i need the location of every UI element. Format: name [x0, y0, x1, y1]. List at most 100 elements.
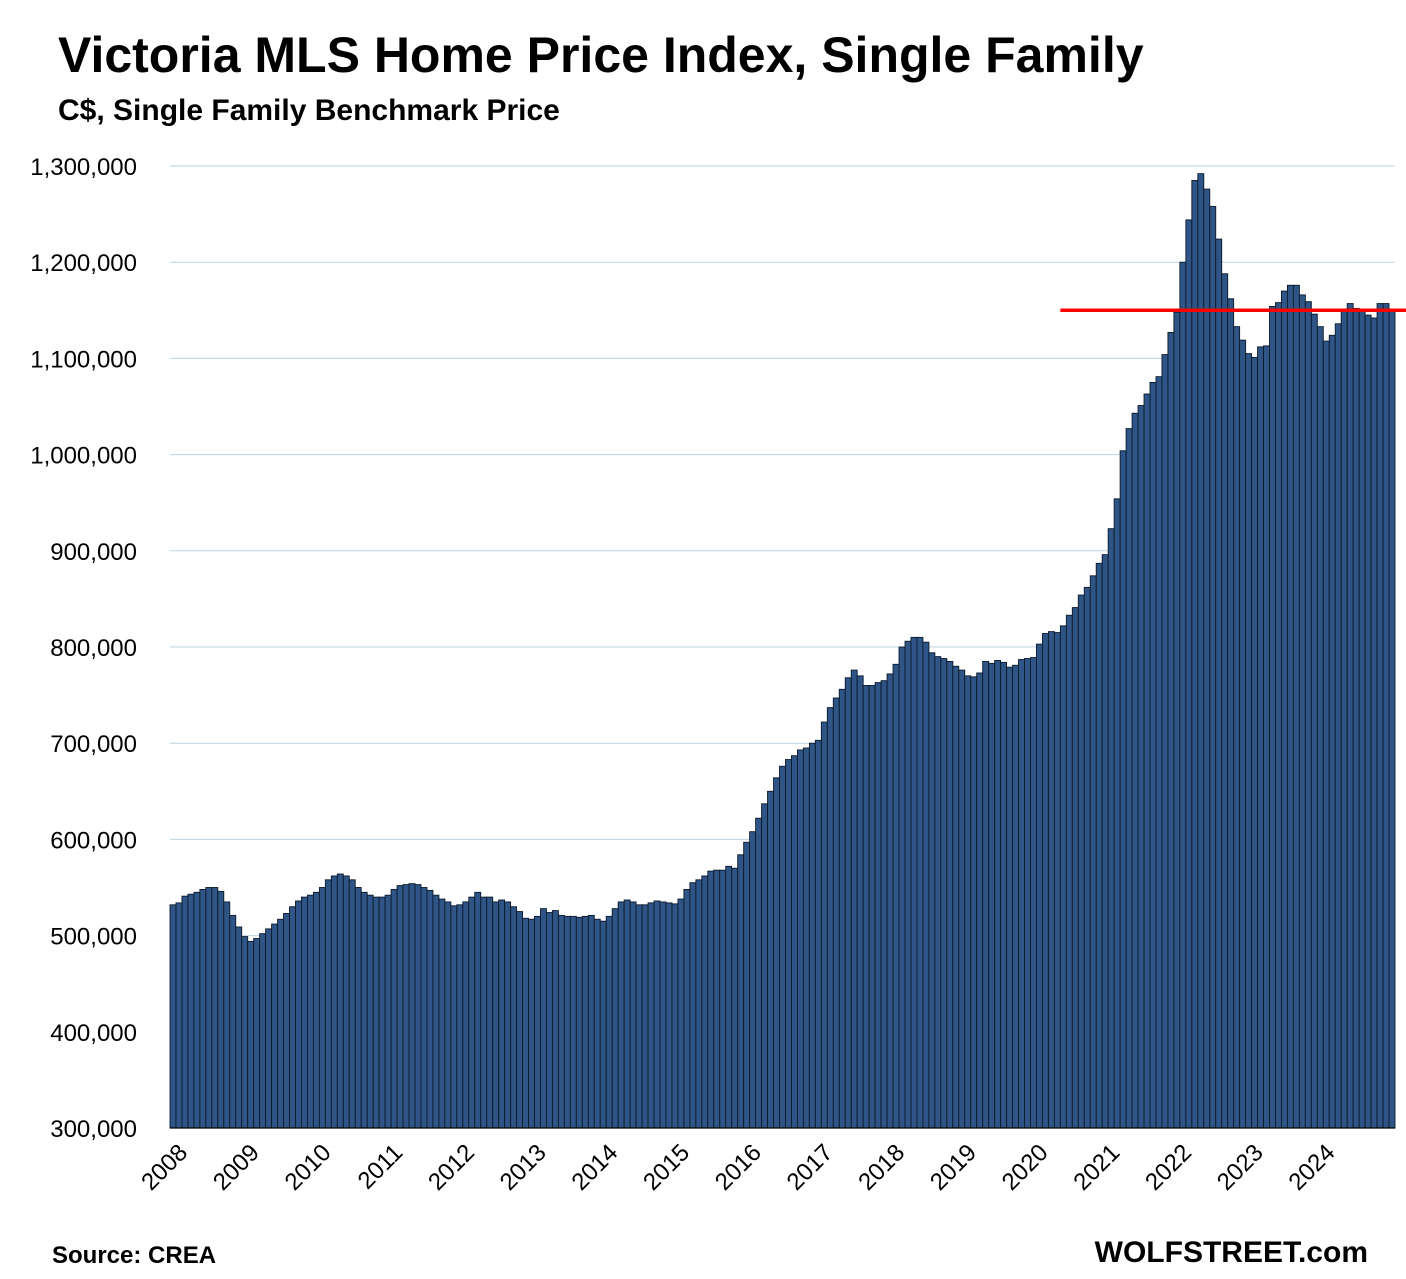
bar — [205, 887, 213, 1129]
y-tick-label: 500,000 — [50, 924, 137, 951]
bar — [719, 869, 727, 1129]
bar — [546, 912, 553, 1129]
bar — [1071, 607, 1079, 1129]
bar — [414, 884, 422, 1129]
bar — [1191, 179, 1199, 1129]
bar — [522, 917, 529, 1129]
bar — [910, 636, 918, 1129]
x-tick-label: 2020 — [997, 1139, 1054, 1196]
chart-title: Victoria MLS Home Price Index, Single Fa… — [58, 27, 1144, 83]
bar — [725, 865, 733, 1129]
bar — [271, 923, 279, 1129]
bar — [731, 867, 739, 1129]
bar — [964, 675, 972, 1129]
bar — [898, 646, 906, 1129]
bar — [1137, 405, 1145, 1129]
bar — [623, 899, 631, 1129]
bar — [289, 906, 296, 1129]
x-tick-label: 2016 — [710, 1139, 767, 1196]
bar — [1083, 586, 1091, 1129]
bar — [1107, 528, 1115, 1129]
bar — [1251, 356, 1259, 1129]
bar — [1239, 339, 1247, 1129]
bar — [1036, 643, 1043, 1129]
bar — [1334, 323, 1342, 1129]
bar — [791, 755, 798, 1129]
bar — [701, 875, 709, 1129]
bar — [295, 900, 302, 1129]
bar — [796, 749, 804, 1129]
bar — [1233, 326, 1241, 1129]
y-tick-label: 1,100,000 — [30, 346, 137, 373]
bar — [940, 658, 948, 1129]
bar — [1059, 625, 1067, 1129]
bar — [755, 817, 763, 1129]
x-tick-label: 2014 — [567, 1139, 624, 1196]
bar — [534, 915, 541, 1129]
bar — [761, 803, 769, 1129]
bar — [229, 914, 237, 1129]
bar — [540, 908, 547, 1129]
bar — [1041, 633, 1049, 1129]
bar — [1173, 311, 1181, 1129]
bar — [1346, 303, 1354, 1129]
y-tick-label: 1,000,000 — [30, 443, 137, 470]
bar — [217, 890, 225, 1129]
y-tick-label: 900,000 — [50, 539, 137, 566]
bar — [1221, 273, 1229, 1129]
bar — [838, 688, 846, 1129]
bar — [1263, 345, 1270, 1129]
bar — [372, 896, 380, 1129]
bar — [563, 915, 571, 1129]
bar — [934, 656, 942, 1129]
bar — [1095, 562, 1103, 1129]
bar — [510, 906, 518, 1129]
bar — [1245, 353, 1253, 1129]
bar — [557, 914, 565, 1129]
bar — [767, 790, 774, 1129]
bar — [390, 888, 398, 1129]
bar — [402, 884, 410, 1129]
bar — [277, 918, 284, 1129]
bar — [569, 915, 577, 1129]
x-tick-label: 2011 — [353, 1139, 409, 1195]
bar — [653, 900, 661, 1129]
bar — [749, 831, 757, 1129]
bar — [892, 663, 900, 1129]
bar — [880, 680, 888, 1129]
bar — [444, 901, 452, 1129]
y-tick-label: 800,000 — [50, 635, 137, 662]
bar — [1281, 290, 1288, 1129]
bar — [1077, 594, 1085, 1129]
bar — [283, 913, 290, 1129]
bar — [1227, 298, 1235, 1129]
bar — [1101, 554, 1109, 1129]
y-axis: 300,000 400,000 500,000 600,000 700,000 800,0… — [30, 154, 137, 1143]
bar — [336, 873, 344, 1129]
bar — [952, 665, 960, 1129]
bar — [587, 914, 595, 1129]
bar — [629, 901, 637, 1129]
bar — [808, 742, 816, 1129]
bar — [1030, 657, 1037, 1129]
x-tick-label: 2013 — [495, 1139, 552, 1196]
bar — [408, 883, 416, 1129]
bar — [820, 721, 828, 1129]
bar — [1257, 346, 1264, 1129]
bar — [193, 891, 201, 1129]
bar — [689, 882, 697, 1129]
bar — [516, 911, 524, 1129]
bar — [426, 889, 434, 1129]
y-tick-label: 600,000 — [50, 827, 137, 854]
bar — [360, 891, 368, 1129]
bar — [1161, 354, 1169, 1129]
bar — [976, 672, 984, 1129]
bar — [1143, 393, 1151, 1129]
bar — [1053, 632, 1061, 1129]
bar — [844, 677, 852, 1129]
bar — [342, 875, 350, 1129]
bar — [1018, 659, 1025, 1129]
bar — [187, 893, 195, 1129]
bar — [814, 739, 822, 1129]
